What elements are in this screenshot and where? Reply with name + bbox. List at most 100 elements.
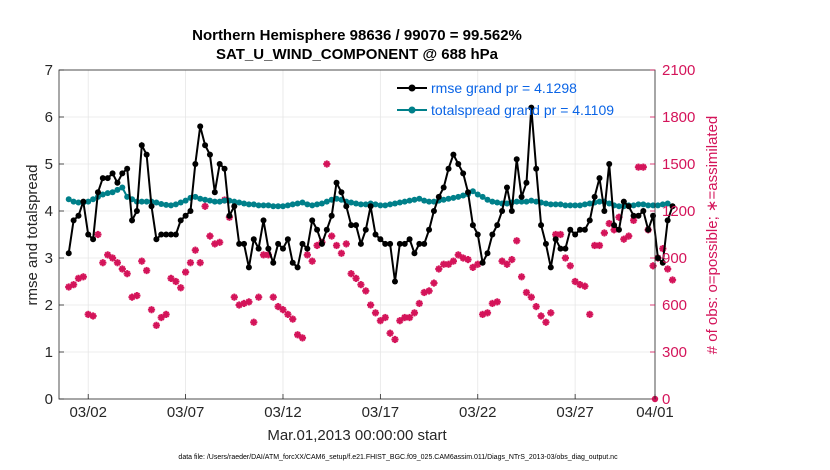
series-point xyxy=(309,217,316,224)
series-point xyxy=(586,217,593,224)
series-point xyxy=(577,202,584,209)
series-point xyxy=(65,196,72,203)
y-tick-label: 3 xyxy=(45,250,53,267)
series-point xyxy=(70,198,77,205)
series-point xyxy=(104,175,111,182)
x-axis: 03/02 03/07 03/12 03/17 03/22 03/27 04/01 xyxy=(69,394,674,421)
series-point xyxy=(328,212,335,219)
obs-point xyxy=(177,284,185,292)
series-point xyxy=(275,203,282,210)
series-point xyxy=(664,217,671,224)
series-point xyxy=(382,202,389,209)
obs-point xyxy=(216,238,224,246)
series-point xyxy=(309,202,316,209)
x-tick-label: 03/17 xyxy=(362,404,400,421)
obs-point xyxy=(376,317,384,325)
series-point xyxy=(187,208,194,214)
obs-point xyxy=(328,232,336,240)
obs-point xyxy=(430,279,438,287)
series-point xyxy=(226,212,233,219)
series-point xyxy=(182,212,189,219)
series-point xyxy=(440,184,447,191)
obs-point xyxy=(303,251,311,259)
x-tick-label: 03/27 xyxy=(556,404,594,421)
series-point xyxy=(124,165,131,172)
series-point xyxy=(538,222,545,229)
series-point xyxy=(406,197,413,204)
series-point xyxy=(148,203,155,210)
series-point xyxy=(396,199,403,206)
y2-tick-label: 1500 xyxy=(662,156,695,173)
series-point xyxy=(260,202,267,209)
series-point xyxy=(124,193,131,200)
series-point xyxy=(640,201,647,208)
obs-point xyxy=(157,313,165,322)
series-point xyxy=(236,199,243,206)
series-point xyxy=(503,200,510,207)
series-point xyxy=(625,203,632,210)
series-point xyxy=(377,202,384,209)
series-point xyxy=(270,203,277,210)
rmse-series xyxy=(65,104,676,285)
y-tick-label: 1 xyxy=(45,344,53,361)
series-point xyxy=(289,201,296,208)
series-point xyxy=(484,196,491,203)
y-tick-label: 0 xyxy=(45,391,53,408)
obs-point xyxy=(143,266,151,275)
series-point xyxy=(323,198,330,205)
obs-point xyxy=(230,293,238,301)
series-point xyxy=(245,264,252,271)
legend-rmse-marker xyxy=(408,84,416,92)
series-point xyxy=(557,201,564,208)
series-point xyxy=(75,199,82,206)
series-point xyxy=(104,190,111,197)
series-point xyxy=(489,231,496,238)
obs-point xyxy=(410,309,419,317)
series-point xyxy=(314,226,321,233)
series-point xyxy=(547,201,554,208)
series-point xyxy=(182,197,189,204)
series-point xyxy=(109,189,116,196)
chart-title: Northern Hemisphere 98636 / 99070 = 99.5… xyxy=(192,27,522,44)
y2-tick-label: 900 xyxy=(662,250,687,267)
series-point xyxy=(202,196,209,203)
series-point xyxy=(216,161,223,167)
obs-point xyxy=(357,281,365,289)
series-point xyxy=(158,231,165,238)
series-point xyxy=(577,226,584,233)
series-point xyxy=(391,200,398,207)
series-point xyxy=(635,201,642,208)
series-point xyxy=(275,240,282,247)
series-point xyxy=(304,201,311,208)
obs-point xyxy=(503,260,511,268)
series-point xyxy=(557,245,564,252)
series-point xyxy=(143,198,150,205)
obs-point xyxy=(133,292,141,300)
chart-subtitle: SAT_U_WIND_COMPONENT @ 688 hPa xyxy=(216,46,499,63)
obs-point xyxy=(172,277,180,286)
series-point xyxy=(357,201,364,208)
series-point xyxy=(474,191,481,198)
series-point xyxy=(333,179,340,186)
series-point xyxy=(542,200,549,207)
series-point xyxy=(645,202,652,209)
obs-point xyxy=(367,301,375,309)
series-point xyxy=(430,208,437,214)
obs-point xyxy=(415,299,423,308)
series-point xyxy=(236,240,243,247)
series-point xyxy=(133,208,140,214)
series-point xyxy=(586,200,593,207)
series-point xyxy=(129,217,136,224)
y2-tick-label: 0 xyxy=(662,391,670,408)
series-point xyxy=(255,245,262,252)
obs-point xyxy=(639,163,647,171)
series-point xyxy=(197,123,204,130)
obs-point xyxy=(449,257,458,265)
obs-point xyxy=(405,313,414,322)
obs-point xyxy=(259,251,268,259)
y2-tick-label: 300 xyxy=(662,344,687,361)
obs-point xyxy=(668,276,677,284)
obs-point xyxy=(600,229,608,237)
obs-point xyxy=(293,331,302,339)
